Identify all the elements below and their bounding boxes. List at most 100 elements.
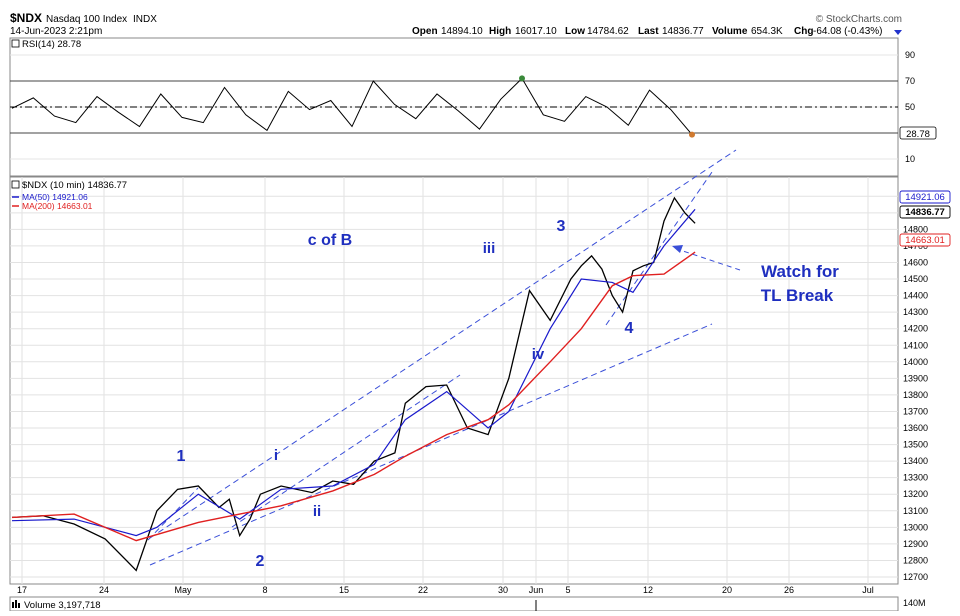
watch-arrow-head-icon <box>672 245 683 253</box>
date-tick-label: May <box>174 585 192 595</box>
brand-watermark: © StockCharts.com <box>816 14 902 25</box>
price-tick-label: 12800 <box>903 555 928 565</box>
price-line <box>11 196 696 572</box>
price-tick-label: 13600 <box>903 423 928 433</box>
trendlines <box>147 149 737 566</box>
rsi-oversold-mark <box>689 131 695 138</box>
price-tags: 14921.06 14836.77 14663.01 <box>899 190 951 247</box>
price-tick-label: 14200 <box>903 324 928 334</box>
volume-legend-icon <box>12 600 20 608</box>
last-value: 14836.77 <box>662 26 704 37</box>
price-legend-icon <box>11 180 20 189</box>
rsi-legend-icon <box>11 39 20 48</box>
wave-iii-label: iii <box>483 240 496 257</box>
volume-value: 654.3K <box>751 26 783 37</box>
price-tag-box <box>899 190 951 204</box>
date-tick-label: 15 <box>339 585 349 595</box>
price-tag-value: 14921.06 <box>905 192 945 203</box>
date-tick-label: 24 <box>99 585 109 595</box>
watch-label-line2: TL Break <box>761 286 834 305</box>
last-label: Last <box>638 26 659 37</box>
rsi-current-box <box>899 126 937 140</box>
price-tick-label: 13400 <box>903 456 928 466</box>
price-tick-label: 12700 <box>903 572 928 582</box>
watch-label-line1: Watch for <box>761 262 839 281</box>
price-tag-value: 14663.01 <box>905 235 945 246</box>
price-series <box>11 196 696 572</box>
wave-3-label: 3 <box>557 218 566 235</box>
date-tick-label: 12 <box>643 585 653 595</box>
wave-iv-label: iv <box>532 346 545 363</box>
rsi-tick-label: 90 <box>905 50 915 60</box>
price-tick-label: 13100 <box>903 506 928 516</box>
price-tick-label: 14800 <box>903 224 928 234</box>
rsi-current-value: 28.78 <box>906 129 930 140</box>
date-tick-label: 26 <box>784 585 794 595</box>
dropdown-arrow-icon[interactable] <box>894 30 902 35</box>
wave-2-label: 2 <box>256 553 265 570</box>
high-label: High <box>489 26 511 37</box>
price-legend: $NDX (10 min) 14836.77 <box>22 180 127 191</box>
price-grid <box>10 177 898 584</box>
price-tick-label: 14600 <box>903 257 928 267</box>
price-tick-label: 14300 <box>903 307 928 317</box>
date-tick-label: Jun <box>529 585 544 595</box>
price-tick-label: 13900 <box>903 373 928 383</box>
ma50-line <box>11 208 696 537</box>
watch-arrow-line <box>679 249 741 271</box>
price-tag-value: 14836.77 <box>905 207 945 218</box>
rsi-line <box>11 77 693 135</box>
ma200-legend: MA(200) 14663.01 <box>22 201 93 211</box>
price-tick-label: 14500 <box>903 274 928 284</box>
date-tick-label: Jul <box>862 585 874 595</box>
date-tick-label: 5 <box>565 585 570 595</box>
datetime: 14-Jun-2023 2:21pm <box>10 26 102 37</box>
c-of-b-label: c of B <box>308 232 352 249</box>
ma200-line <box>11 251 696 542</box>
price-tick-label: 13200 <box>903 489 928 499</box>
wave-i-label: i <box>274 447 278 464</box>
price-tick-label: 14400 <box>903 291 928 301</box>
price-tick-label: 13000 <box>903 522 928 532</box>
lower-channel-trendline <box>149 323 713 566</box>
rsi-tick-label: 50 <box>905 102 915 112</box>
price-tick-label: 13300 <box>903 473 928 483</box>
date-tick-label: 22 <box>418 585 428 595</box>
open-label: Open <box>412 26 438 37</box>
date-tick-label: 30 <box>498 585 508 595</box>
wave-i-trendline <box>231 374 461 528</box>
price-tick-label: 13800 <box>903 390 928 400</box>
volume-label: Volume <box>712 26 748 37</box>
price-tick-label: 13700 <box>903 406 928 416</box>
volume-panel <box>9 596 899 612</box>
wave-1-trendline <box>147 487 199 541</box>
price-tick-label: 14100 <box>903 340 928 350</box>
rsi-tick-label: 10 <box>905 154 915 164</box>
price-tick-label: 14000 <box>903 357 928 367</box>
volume-legend: Volume 3,197,718 <box>24 600 101 611</box>
upper-channel-trendline <box>149 149 737 539</box>
exchange: INDX <box>133 14 157 25</box>
volume-scale-label: 140M <box>903 598 926 608</box>
high-value: 16017.10 <box>515 26 557 37</box>
ma50-legend: MA(50) 14921.06 <box>22 192 88 202</box>
date-axis: 17 24 May 8 15 22 30 Jun 5 12 20 26 Jul <box>17 585 874 595</box>
low-value: 14784.62 <box>587 26 629 37</box>
open-value: 14894.10 <box>441 26 483 37</box>
chg-label: Chg <box>794 26 813 37</box>
chg-value: -64.08 (-0.43%) <box>813 26 882 37</box>
wave-1-label: 1 <box>177 448 186 465</box>
price-panel <box>9 176 899 585</box>
wave-4-label: 4 <box>625 320 634 337</box>
price-tag-box <box>899 233 951 247</box>
date-tick-label: 8 <box>262 585 267 595</box>
price-tick-label: 13500 <box>903 440 928 450</box>
price-tick-label: 12900 <box>903 539 928 549</box>
symbol: $NDX <box>10 11 42 25</box>
price-tag-box <box>899 205 951 219</box>
rsi-overbought-mark <box>519 75 525 82</box>
date-tick-label: 17 <box>17 585 27 595</box>
wedge-trendline <box>605 171 713 326</box>
low-label: Low <box>565 26 585 37</box>
